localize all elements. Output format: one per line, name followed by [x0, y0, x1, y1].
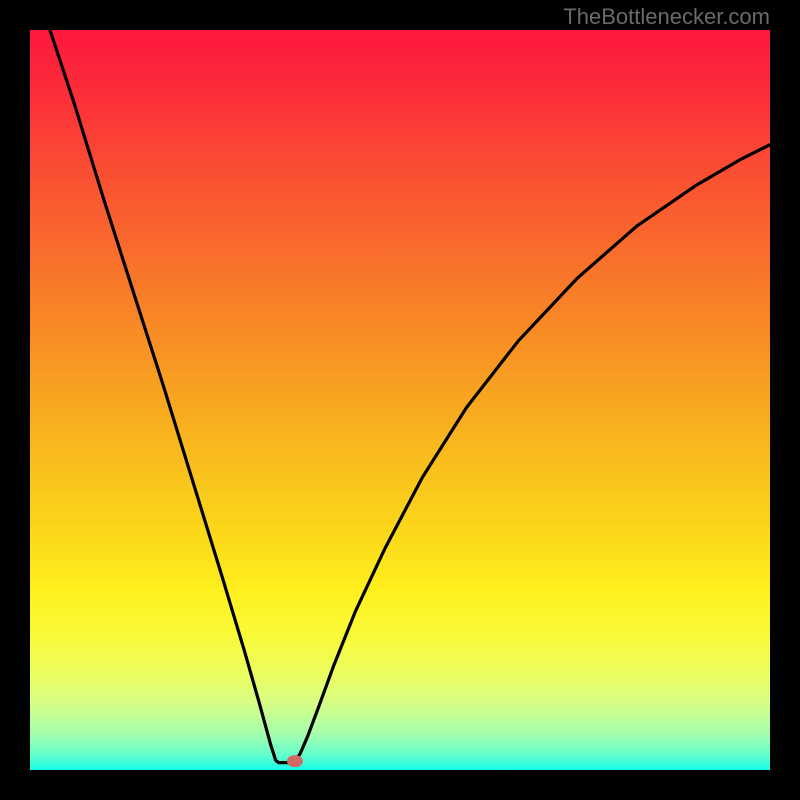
chart-frame: TheBottlenecker.com: [0, 0, 800, 800]
bottleneck-curve-chart: [30, 30, 770, 770]
watermark-text: TheBottlenecker.com: [563, 4, 770, 30]
plot-area: [30, 30, 770, 770]
gradient-background: [30, 30, 770, 770]
minimum-point-marker: [287, 755, 303, 767]
